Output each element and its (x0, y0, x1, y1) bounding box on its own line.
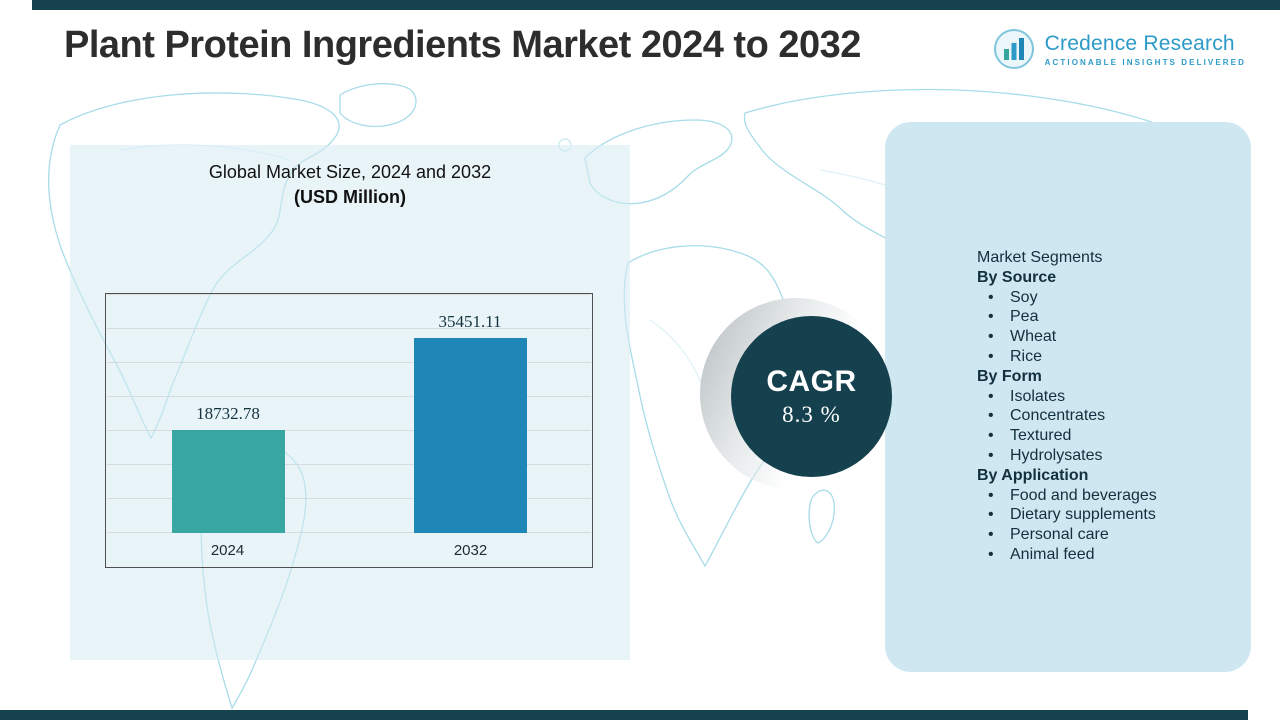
brand-name: Credence Research (1044, 31, 1235, 55)
segment-item: Personal care (977, 525, 1233, 545)
bottom-accent-bar (0, 710, 1248, 720)
brand-text-block: Credence Research Actionable Insights De… (1045, 32, 1246, 67)
bar-value-label: 35451.11 (438, 312, 502, 331)
segment-item: Rice (977, 347, 1233, 367)
brand-tagline: Actionable Insights Delivered (1044, 57, 1246, 67)
segment-group-label: By Application (977, 466, 1089, 484)
segment-item: Soy (977, 288, 1233, 308)
chart-x-axis: 2024 2032 (106, 533, 592, 567)
x-axis-label: 2032 (453, 541, 488, 559)
segment-item: Isolates (977, 387, 1233, 407)
segment-item: Food and beverages (977, 486, 1233, 506)
cagr-badge: CAGR 8.3 % (731, 316, 892, 477)
top-accent-bar (32, 0, 1280, 10)
segment-item: Hydrolysates (977, 446, 1233, 466)
segments-title: Market Segments (977, 249, 1103, 266)
bar-2032 (413, 338, 527, 533)
bar-group-2032: 35451.11 (413, 312, 527, 533)
segment-item: Pea (977, 307, 1233, 327)
page-title: Plant Protein Ingredients Market 2024 to… (64, 24, 861, 66)
segment-item: Wheat (977, 327, 1233, 347)
segment-item: Dietary supplements (977, 505, 1233, 525)
bar-chart-logo-icon (993, 29, 1034, 69)
segment-item: Animal feed (977, 545, 1233, 565)
brand-logo: Credence Research Actionable Insights De… (993, 28, 1246, 70)
bar-2024 (171, 430, 285, 533)
segment-item: Textured (977, 426, 1233, 446)
x-axis-label: 2024 (210, 541, 245, 559)
chart-subtitle: (USD Million) (294, 187, 406, 207)
segment-group-label: By Form (977, 367, 1042, 385)
segment-group-label: By Source (977, 268, 1057, 286)
cagr-label: CAGR (766, 365, 857, 398)
market-segments-panel: Market Segments By Source SoyPeaWheatRice… (885, 122, 1251, 672)
cagr-value: 8.3 % (782, 402, 841, 427)
bar-group-2024: 18732.78 (171, 404, 285, 533)
segments-groups: By Source SoyPeaWheatRiceBy Form IsolatesC… (977, 268, 1233, 565)
chart-title: Global Market Size, 2024 and 2032 (208, 162, 492, 182)
market-size-panel: Global Market Size, 2024 and 2032 (USD M… (70, 145, 630, 660)
bar-chart: 18732.78 35451.11 2024 2032 (105, 293, 593, 568)
segment-item: Concentrates (977, 406, 1233, 426)
chart-plot: 18732.78 35451.11 (107, 294, 591, 533)
bar-value-label: 18732.78 (196, 404, 260, 423)
segments-list: Market Segments By Source SoyPeaWheatRice… (885, 122, 1251, 565)
